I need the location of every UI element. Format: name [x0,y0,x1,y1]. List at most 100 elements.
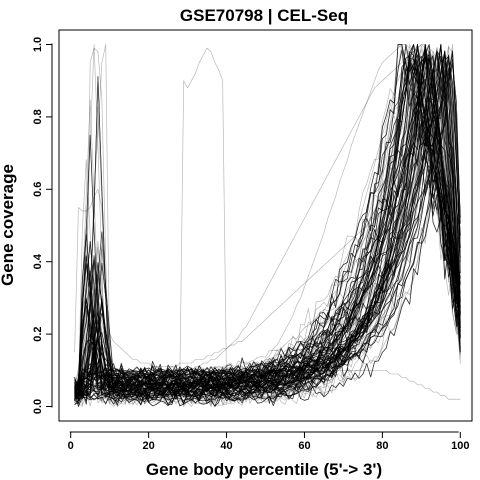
sample-coverage-line [74,44,461,396]
sample-coverage-line [74,48,461,397]
sample-coverage-line [74,44,461,388]
sample-coverage-line [74,44,461,388]
sample-coverage-line [74,44,461,406]
sample-coverage-line [74,54,461,398]
sample-coverage-line [74,51,461,400]
x-tick-label: 80 [376,440,388,452]
sample-coverage-line [74,58,461,407]
sample-coverage-line [74,44,461,400]
sample-coverage-line [74,55,461,392]
sample-coverage-line [74,58,461,407]
sample-coverage-line [74,44,461,400]
sample-coverage-line [74,54,461,389]
sample-coverage-line [74,54,461,389]
sample-coverage-line [74,62,461,402]
sample-coverage-line [74,57,461,402]
sample-coverage-line [74,57,461,402]
sample-coverage-line [74,44,461,391]
sample-coverage-line [74,50,461,385]
sample-coverage-line [74,57,461,396]
sample-coverage-line [74,44,461,394]
sample-coverage-line [74,44,461,399]
sample-coverage-line [74,56,461,399]
sample-coverage-line [74,49,461,385]
sample-coverage-line [74,45,461,396]
sample-coverage-line [74,87,461,368]
sample-coverage-line [74,44,461,391]
sample-coverage-line [74,51,461,389]
sample-coverage-line [74,50,461,389]
sample-coverage-line [74,57,461,392]
sample-coverage-line [74,47,461,397]
sample-coverage-line [74,51,461,393]
sample-coverage-line [74,44,461,396]
sample-coverage-line [74,50,461,400]
sample-coverage-line [74,44,461,388]
sample-coverage-line [74,51,461,400]
sample-coverage-line [74,55,461,394]
sample-coverage-line [74,54,461,398]
sample-coverage-line [74,63,461,394]
sample-coverage-line [74,44,461,400]
sample-coverage-line [74,56,461,394]
sample-coverage-line [74,54,461,401]
sample-coverage-line [74,53,461,407]
sample-coverage-line [74,49,461,403]
sample-coverage-line [74,58,461,401]
sample-coverage-line [74,57,461,396]
sample-coverage-line [74,55,461,394]
sample-coverage-line [74,44,461,407]
sample-coverage-line [74,60,461,397]
sample-coverage-line [74,57,461,395]
sample-coverage-line [74,50,461,405]
sample-coverage-line [74,57,461,396]
sample-coverage-line [74,56,461,399]
sample-coverage-line [74,50,461,389]
sample-coverage-line [74,51,461,389]
sample-coverage-line [74,44,461,407]
sample-coverage-line [74,58,461,407]
sample-coverage-line [74,44,461,407]
y-tick-label: 0.2 [32,326,44,341]
sample-coverage-line [74,55,461,406]
sample-coverage-line [74,44,461,396]
sample-coverage-line [74,62,461,402]
sample-coverage-line [74,50,461,400]
sample-coverage-line [74,44,461,391]
sample-coverage-line [74,54,461,389]
sample-coverage-line [74,47,461,397]
sample-coverage-line [74,50,461,396]
sample-coverage-line [74,44,461,396]
sample-coverage-line [74,67,461,401]
sample-coverage-line [74,44,461,407]
sample-coverage-line [74,44,461,400]
sample-coverage-line [74,47,461,397]
x-axis-label: Gene body percentile (5'-> 3') [146,460,382,479]
sample-coverage-line [74,44,461,400]
sample-coverage-line [74,57,461,387]
sample-coverage-line [74,57,461,402]
sample-coverage-line [74,54,461,401]
sample-coverage-line [74,58,461,407]
sample-coverage-line [74,49,461,399]
sample-coverage-line [74,45,461,386]
plot-area-frame [58,29,473,422]
sample-coverage-line [74,59,461,391]
sample-coverage-line [74,44,461,407]
sample-coverage-line [74,67,461,401]
sample-coverage-line [74,50,461,385]
sample-coverage-line [74,54,461,389]
sample-coverage-line [74,47,461,402]
sample-coverage-line [74,54,461,401]
y-axis-ticks: 0.0 0.2 0.4 0.6 0.8 1.0 [32,37,52,414]
sample-coverage-line [74,44,461,397]
chart-title: GSE70798 | CEL-Seq [180,6,348,25]
sample-coverage-line [74,54,461,401]
sample-coverage-line [74,62,461,399]
sample-coverage-line [74,50,461,400]
sample-coverage-line [74,50,461,405]
sample-coverage-line [74,54,461,398]
sample-coverage-line [74,47,461,402]
sample-coverage-line [74,63,461,391]
sample-coverage-line [74,62,461,405]
